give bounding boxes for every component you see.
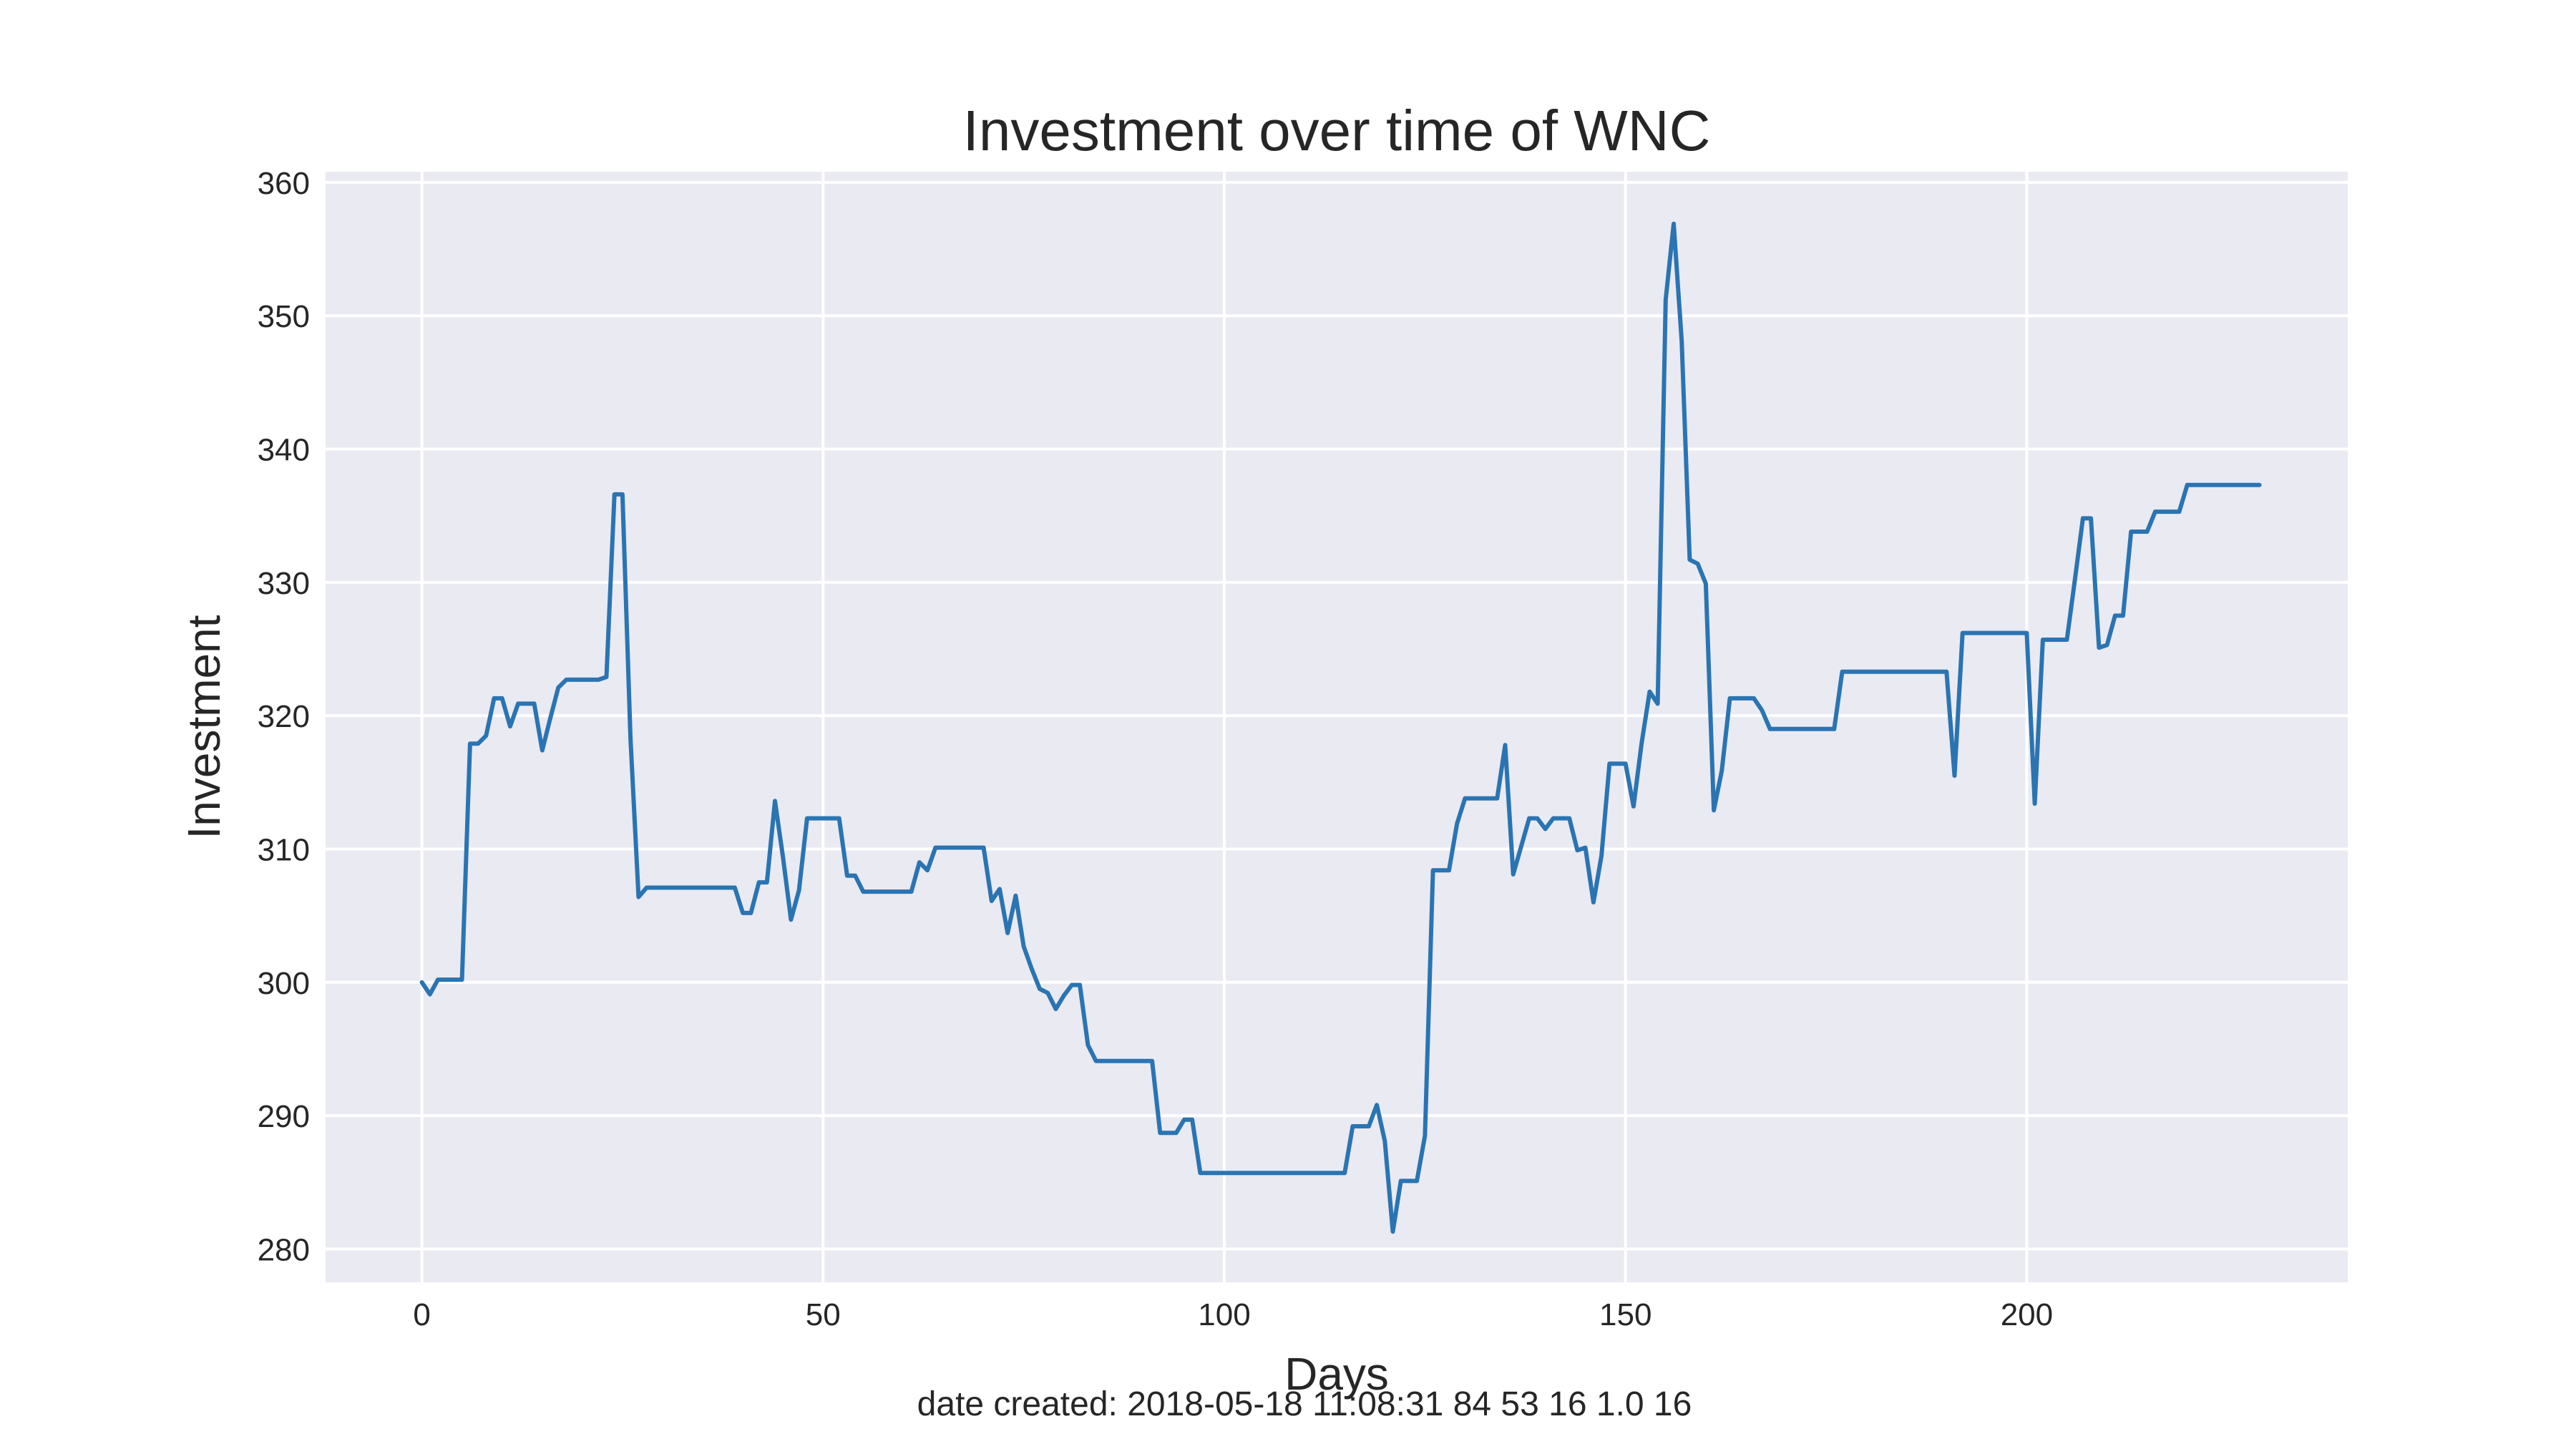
y-tick-label: 340 <box>258 433 310 468</box>
grid-lines <box>326 172 2348 1282</box>
y-tick-label: 320 <box>258 699 310 734</box>
y-tick-label: 360 <box>258 166 310 201</box>
y-tick-label: 280 <box>258 1232 310 1267</box>
y-tick-label: 300 <box>258 966 310 1001</box>
date-created-footer: date created: 2018-05-18 11:08:31 84 53 … <box>917 1385 1692 1423</box>
x-axis-label: Days <box>1284 1348 1389 1400</box>
chart-title: Investment over time of WNC <box>963 99 1711 162</box>
y-axis-label: Investment <box>178 615 230 839</box>
plot-area <box>326 172 2348 1282</box>
y-tick-label: 310 <box>258 832 310 867</box>
series-line <box>419 221 2262 1234</box>
y-tick-label: 350 <box>258 299 310 334</box>
x-tick-label: 50 <box>806 1297 841 1332</box>
x-tick-label: 200 <box>2001 1297 2053 1332</box>
y-tick-label: 330 <box>258 566 310 601</box>
y-tick-label: 290 <box>258 1099 310 1134</box>
x-tick-labels: 0 50 100 150 200 <box>413 1297 2053 1332</box>
x-tick-label: 100 <box>1198 1297 1250 1332</box>
x-tick-label: 150 <box>1599 1297 1652 1332</box>
x-tick-label: 0 <box>413 1297 430 1332</box>
y-tick-labels: 280 290 300 310 320 330 340 350 360 <box>258 166 310 1268</box>
